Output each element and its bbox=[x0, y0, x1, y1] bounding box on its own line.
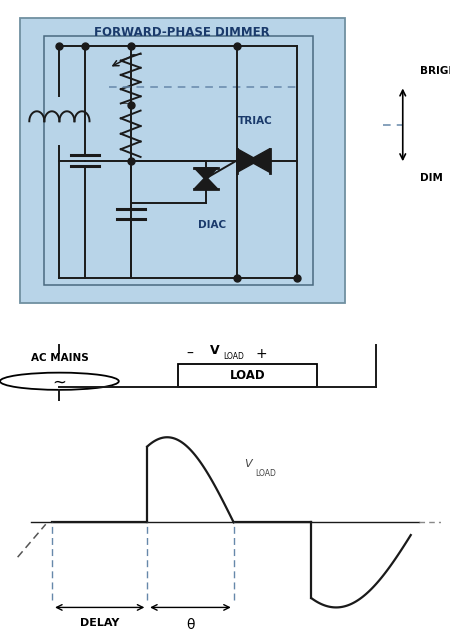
Text: LOAD: LOAD bbox=[230, 369, 266, 382]
Text: +: + bbox=[256, 347, 267, 361]
Text: V: V bbox=[244, 459, 252, 469]
Text: FORWARD-PHASE DIMMER: FORWARD-PHASE DIMMER bbox=[94, 25, 270, 39]
Polygon shape bbox=[248, 148, 270, 173]
Text: TRIAC: TRIAC bbox=[238, 117, 273, 126]
Polygon shape bbox=[194, 168, 217, 180]
Text: ~: ~ bbox=[52, 373, 67, 391]
Text: DIAC: DIAC bbox=[198, 220, 226, 230]
FancyBboxPatch shape bbox=[20, 18, 345, 303]
Text: V: V bbox=[210, 345, 220, 357]
Text: DELAY: DELAY bbox=[80, 619, 119, 628]
Text: BRIGHT: BRIGHT bbox=[419, 66, 450, 76]
Text: DIM: DIM bbox=[419, 173, 442, 183]
Text: LOAD: LOAD bbox=[255, 469, 276, 478]
Text: AC MAINS: AC MAINS bbox=[31, 354, 88, 363]
Polygon shape bbox=[194, 176, 217, 189]
Text: θ: θ bbox=[186, 619, 195, 633]
Text: –: – bbox=[187, 347, 194, 361]
Polygon shape bbox=[237, 148, 258, 173]
Text: LOAD: LOAD bbox=[224, 352, 245, 361]
FancyBboxPatch shape bbox=[178, 364, 317, 387]
